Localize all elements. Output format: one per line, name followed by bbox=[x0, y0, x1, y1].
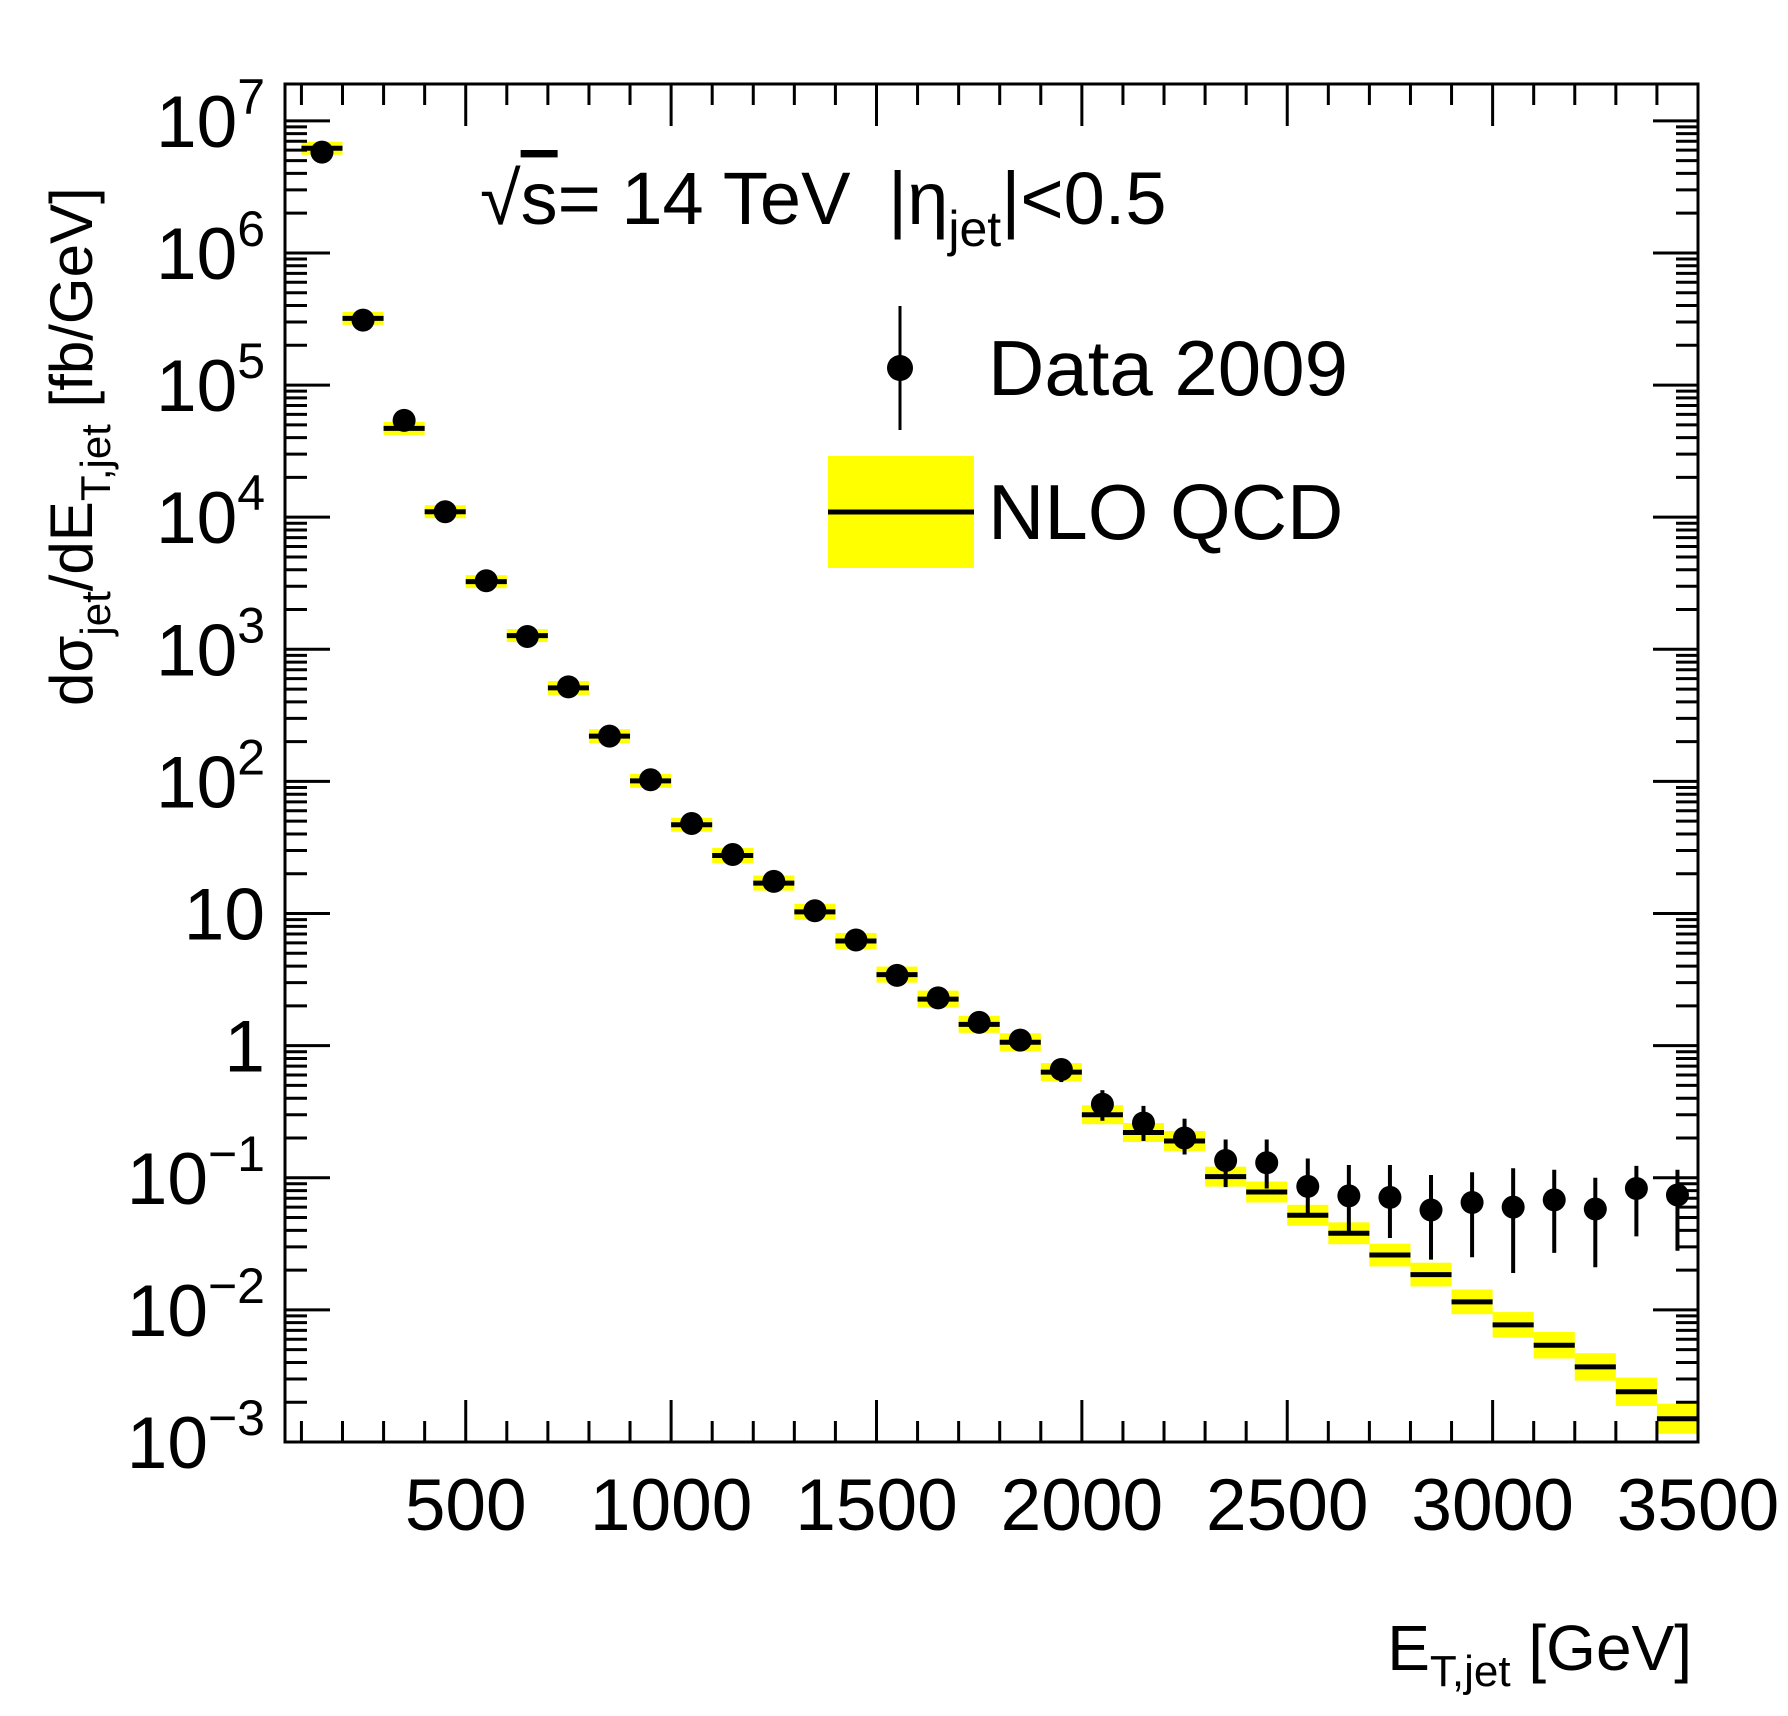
legend-label-data: Data 2009 bbox=[988, 324, 1348, 412]
data-point bbox=[639, 768, 663, 792]
data-point bbox=[1090, 1092, 1114, 1116]
y-axis-title: dσjet/dET,jet [fb/GeV] bbox=[38, 187, 119, 706]
x-tick-label: 3000 bbox=[1411, 1465, 1573, 1546]
data-point bbox=[1460, 1190, 1484, 1214]
annotation-sqrt-s: √s= 14 TeV bbox=[480, 157, 851, 240]
x-tick-label: 3500 bbox=[1617, 1465, 1779, 1546]
data-point bbox=[967, 1010, 991, 1034]
x-tick-label: 2500 bbox=[1206, 1465, 1368, 1546]
annotation-eta-cut: |ηjet|<0.5 bbox=[888, 157, 1167, 257]
y-tick-label: 10 bbox=[184, 875, 265, 956]
x-tick-label: 500 bbox=[405, 1465, 527, 1546]
data-point bbox=[1049, 1057, 1073, 1081]
data-point bbox=[1131, 1111, 1155, 1135]
data-point bbox=[474, 569, 498, 593]
data-point bbox=[351, 308, 375, 332]
legend-marker-icon bbox=[887, 355, 913, 381]
data-point bbox=[1173, 1126, 1197, 1150]
data-point bbox=[1296, 1174, 1320, 1198]
data-point bbox=[803, 899, 827, 923]
data-point bbox=[597, 724, 621, 748]
data-point bbox=[1542, 1188, 1566, 1212]
data-point bbox=[1419, 1198, 1443, 1222]
legend-label-nlo: NLO QCD bbox=[988, 468, 1343, 556]
y-tick-label: 10−1 bbox=[127, 1126, 265, 1220]
data-point bbox=[1337, 1184, 1361, 1208]
data-point bbox=[926, 986, 950, 1010]
y-tick-label: 105 bbox=[156, 333, 265, 427]
data-point bbox=[844, 928, 868, 952]
x-tick-label: 1500 bbox=[795, 1465, 957, 1546]
data-point bbox=[515, 624, 539, 648]
data-point bbox=[762, 869, 786, 893]
data-point bbox=[680, 812, 704, 836]
y-tick-label: 102 bbox=[156, 729, 265, 823]
y-tick-label: 107 bbox=[156, 69, 265, 163]
y-tick-label: 103 bbox=[156, 597, 265, 691]
x-axis-title: ET,jet [GeV] bbox=[1387, 1612, 1692, 1696]
data-point bbox=[1255, 1151, 1279, 1175]
data-point bbox=[1665, 1183, 1689, 1207]
data-point bbox=[556, 675, 580, 699]
y-tick-label: 1 bbox=[224, 1007, 265, 1088]
data-point bbox=[1624, 1176, 1648, 1200]
y-tick-label: 106 bbox=[156, 201, 265, 295]
data-point bbox=[310, 140, 334, 164]
data-point bbox=[1214, 1149, 1238, 1173]
data-point bbox=[1378, 1185, 1402, 1209]
y-tick-label: 104 bbox=[156, 465, 265, 559]
data-point bbox=[392, 408, 416, 432]
x-tick-label: 2000 bbox=[1001, 1465, 1163, 1546]
data-point bbox=[1583, 1197, 1607, 1221]
data-point bbox=[721, 842, 745, 866]
y-tick-label: 10−3 bbox=[127, 1390, 265, 1484]
y-tick-label: 10−2 bbox=[127, 1258, 265, 1352]
data-point bbox=[433, 500, 457, 524]
data-point bbox=[1501, 1195, 1525, 1219]
plot-frame bbox=[283, 82, 1700, 1444]
x-tick-label: 1000 bbox=[590, 1465, 752, 1546]
data-point bbox=[885, 963, 909, 987]
data-point bbox=[1008, 1028, 1032, 1052]
